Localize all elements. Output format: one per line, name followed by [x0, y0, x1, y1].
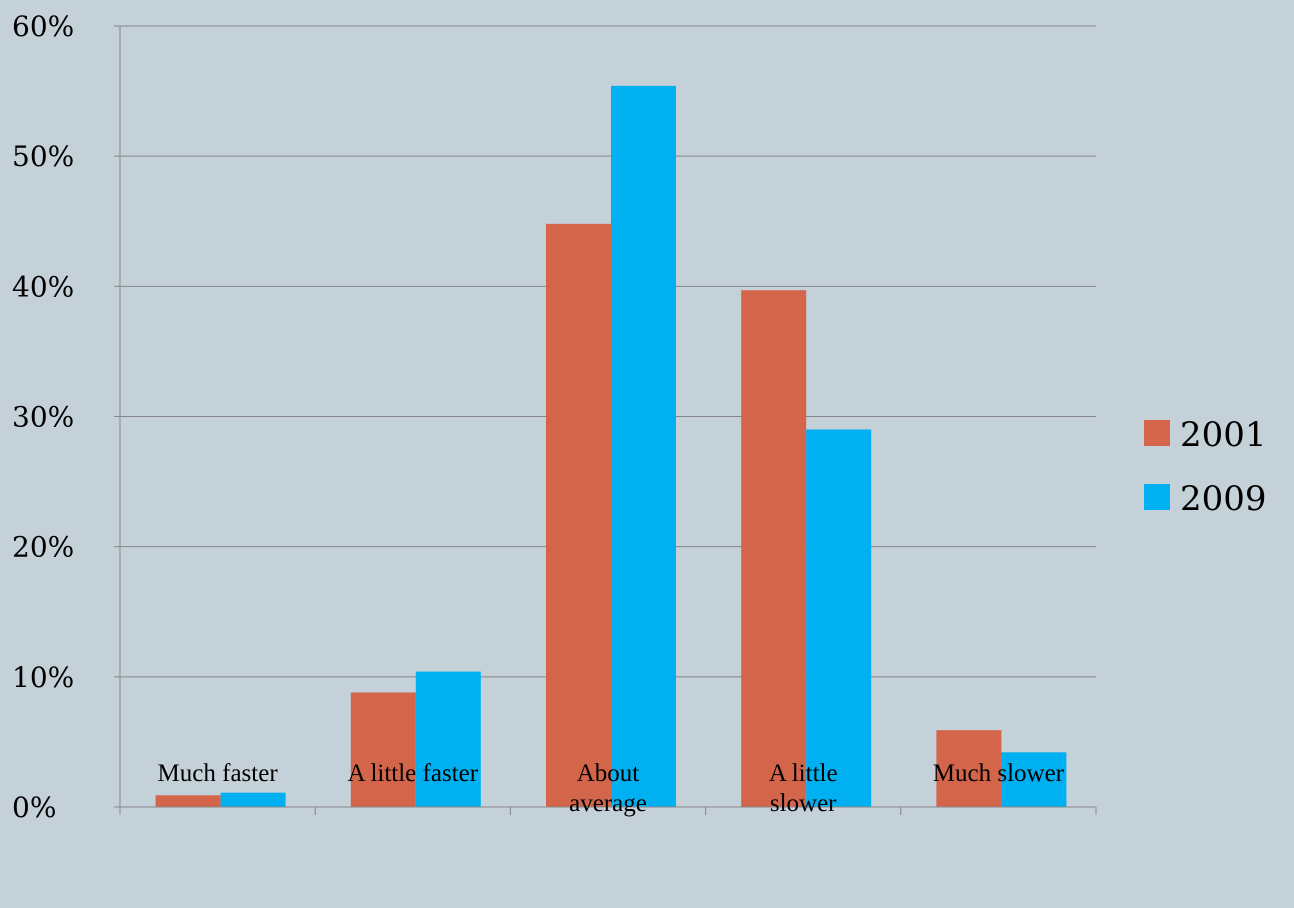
legend-label-2001: 2001	[1180, 415, 1267, 455]
x-tick-label: Much slower	[933, 760, 1065, 787]
legend: 2001 2009	[1144, 415, 1267, 519]
bar-2001-0	[155, 795, 221, 807]
y-tick-label: 30%	[12, 401, 74, 434]
bar-2009-2	[611, 85, 676, 808]
x-tick-label: About	[577, 760, 640, 787]
bars	[155, 85, 1067, 808]
x-tick-label: slower	[770, 790, 837, 817]
legend-label-2009: 2009	[1180, 479, 1267, 519]
bar-2001-1	[350, 692, 416, 807]
x-tick-label: Much faster	[158, 760, 279, 787]
y-tick-labels: 0% 10% 20% 30% 40% 50% 60%	[12, 10, 74, 824]
bar-2009-3	[806, 429, 872, 807]
axes	[114, 25, 1097, 815]
y-tick-label: 60%	[12, 10, 74, 43]
y-tick-label: 0%	[12, 791, 56, 824]
y-tick-label: 50%	[12, 140, 74, 173]
bar-2001-4	[936, 730, 1002, 807]
bar-2009-1	[415, 671, 481, 807]
bar-2001-3	[741, 290, 807, 807]
bar-2009-4	[1001, 752, 1067, 807]
legend-swatch-2001	[1144, 420, 1170, 446]
x-tick-label: A little	[769, 760, 838, 787]
y-tick-label: 40%	[12, 270, 74, 303]
bar-2009-0	[220, 792, 286, 807]
legend-swatch-2009	[1144, 484, 1170, 510]
y-tick-label: 20%	[12, 531, 74, 564]
y-tick-label: 10%	[12, 661, 74, 694]
x-tick-labels: Much faster A little faster About average A …	[158, 760, 1065, 817]
x-tick-label: average	[569, 790, 647, 817]
x-tick-label: A little faster	[348, 760, 479, 787]
bar-2001-2	[546, 223, 611, 807]
